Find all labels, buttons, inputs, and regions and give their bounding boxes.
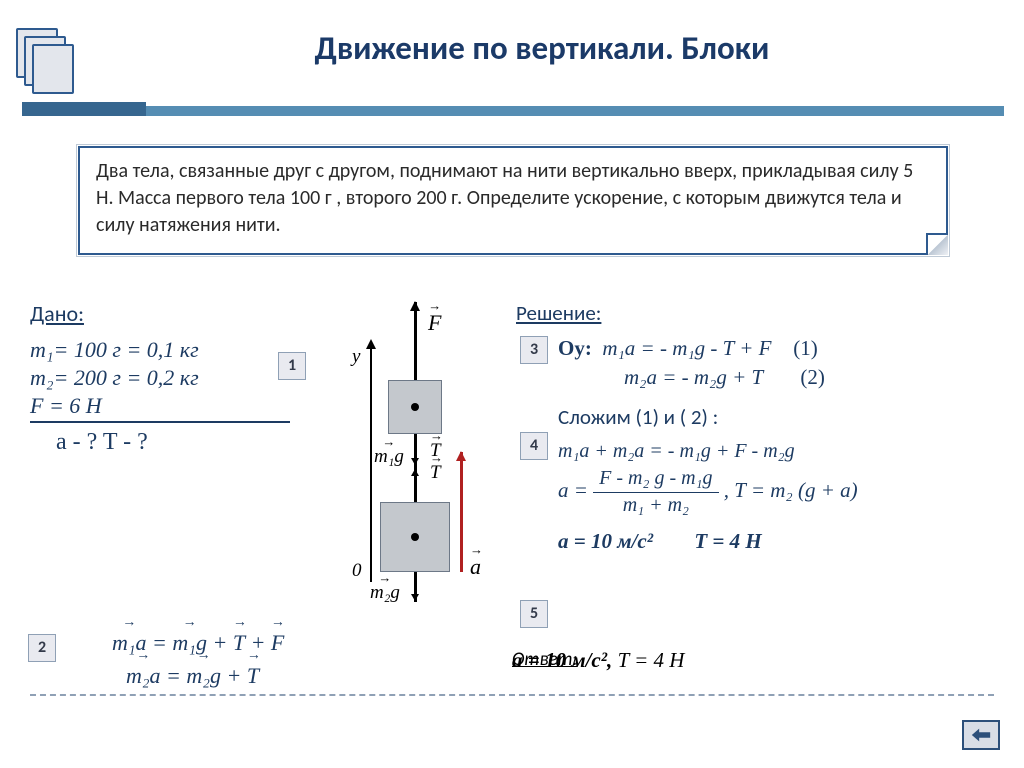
fraction: F - m₂ g - m₁g m₁ + m₂ — [593, 467, 718, 517]
given-F: F = 6 Н — [30, 393, 290, 419]
origin-label: 0 — [352, 560, 362, 582]
T-label-2: T — [430, 462, 441, 484]
force-F-label: F — [428, 310, 441, 336]
answer-label: Ответ: — [512, 648, 578, 671]
force-diagram: y 0 F m₁g T T m₂g a — [310, 304, 510, 604]
given-m2: m₂= 200 г = 0,2 кг — [30, 365, 290, 391]
result-a: a = 10 м/с² — [558, 529, 653, 553]
frac-num: F - m₂ g - m₁g — [593, 467, 718, 493]
vec-op: = — [166, 663, 181, 688]
eq-a-frac: a = F - m₂ g - m₁g m₁ + m₂ , T = m₂ (g +… — [558, 467, 1002, 517]
slide-header: Движение по вертикали. Блоки — [0, 0, 1024, 120]
a-label: a — [470, 554, 481, 580]
solution-block: Решение: Oy: m₁a = - m₁g - T + F (1) m₂a… — [512, 300, 1002, 554]
eq-line-2: m₂a = - m₂g + T (2) — [624, 365, 1002, 390]
problem-statement-box: Два тела, связанные друг с другом, подни… — [78, 146, 948, 255]
vec-F: F — [271, 626, 284, 659]
vec-op: + — [226, 663, 241, 688]
T-equation: , T = m₂ (g + a) — [724, 478, 858, 502]
step-badge-5: 5 — [520, 600, 548, 628]
tension-down — [414, 434, 416, 464]
vec-T2: T — [247, 659, 259, 692]
vec-T: T — [233, 626, 245, 659]
a-lhs: a = — [558, 478, 588, 502]
final-answer: Ответ: a = 10 м/с², T = 4 Н — [512, 648, 684, 673]
result-row: a = 10 м/с² T = 4 Н — [558, 529, 1002, 554]
eq1-num: (1) — [787, 336, 818, 360]
axis-oy: Oy: — [558, 336, 592, 360]
m1g-label: m₁g — [374, 446, 404, 468]
title-rule-light — [146, 106, 1004, 116]
m2g-label: m₂g — [370, 582, 400, 604]
tension-up — [414, 470, 416, 500]
given-block: Дано: m₁= 100 г = 0,1 кг m₂= 200 г = 0,2… — [30, 300, 290, 456]
title-rule-dark — [22, 102, 146, 116]
solution-title: Решение: — [516, 300, 1002, 326]
vec-m2a: m₂a — [126, 659, 161, 692]
problem-text: Два тела, связанные друг с другом, подни… — [96, 159, 913, 237]
eq1: m₁a = - m₁g - T + F — [602, 336, 771, 360]
y-axis-label: y — [352, 346, 360, 368]
a-arrow — [460, 452, 463, 572]
step-badge-1: 1 — [278, 352, 306, 380]
back-arrow-icon — [970, 726, 992, 744]
given-m1: m₁= 100 г = 0,1 кг — [30, 337, 290, 363]
eq2: m₂a = - m₂g + T — [624, 365, 763, 389]
vector-equations: m₁a = m₁g + T + F m₂a = m₂g + T — [112, 626, 284, 692]
eq-line-1: Oy: m₁a = - m₁g - T + F (1) — [558, 336, 1002, 361]
result-T: T = 4 Н — [694, 529, 761, 553]
given-unknown: a - ? T - ? — [30, 423, 290, 456]
eq2-num: (2) — [794, 365, 825, 389]
dashed-separator — [30, 694, 994, 696]
body-2-box — [380, 502, 450, 572]
frac-den: m₁ + m₂ — [593, 493, 718, 517]
vec-eq-row2: m₂a = m₂g + T — [126, 659, 284, 692]
answer-T: T = 4 Н — [618, 648, 685, 672]
y-axis — [370, 342, 372, 582]
stacked-sheets-icon — [16, 28, 76, 88]
nav-back-button[interactable] — [962, 720, 1000, 750]
eq-sum: m₁a + m₂a = - m₁g + F - m₂g — [558, 440, 1002, 463]
given-title: Дано: — [30, 300, 290, 327]
body-1-box — [388, 380, 442, 434]
m2g-arrow — [414, 572, 416, 600]
slide-title: Движение по вертикали. Блоки — [0, 28, 1024, 68]
page-curl-icon — [926, 233, 948, 255]
vec-m2g: m₂g — [186, 659, 221, 692]
sum-text: Сложим (1) и ( 2) : — [558, 404, 1002, 430]
step-badge-2: 2 — [28, 634, 56, 662]
